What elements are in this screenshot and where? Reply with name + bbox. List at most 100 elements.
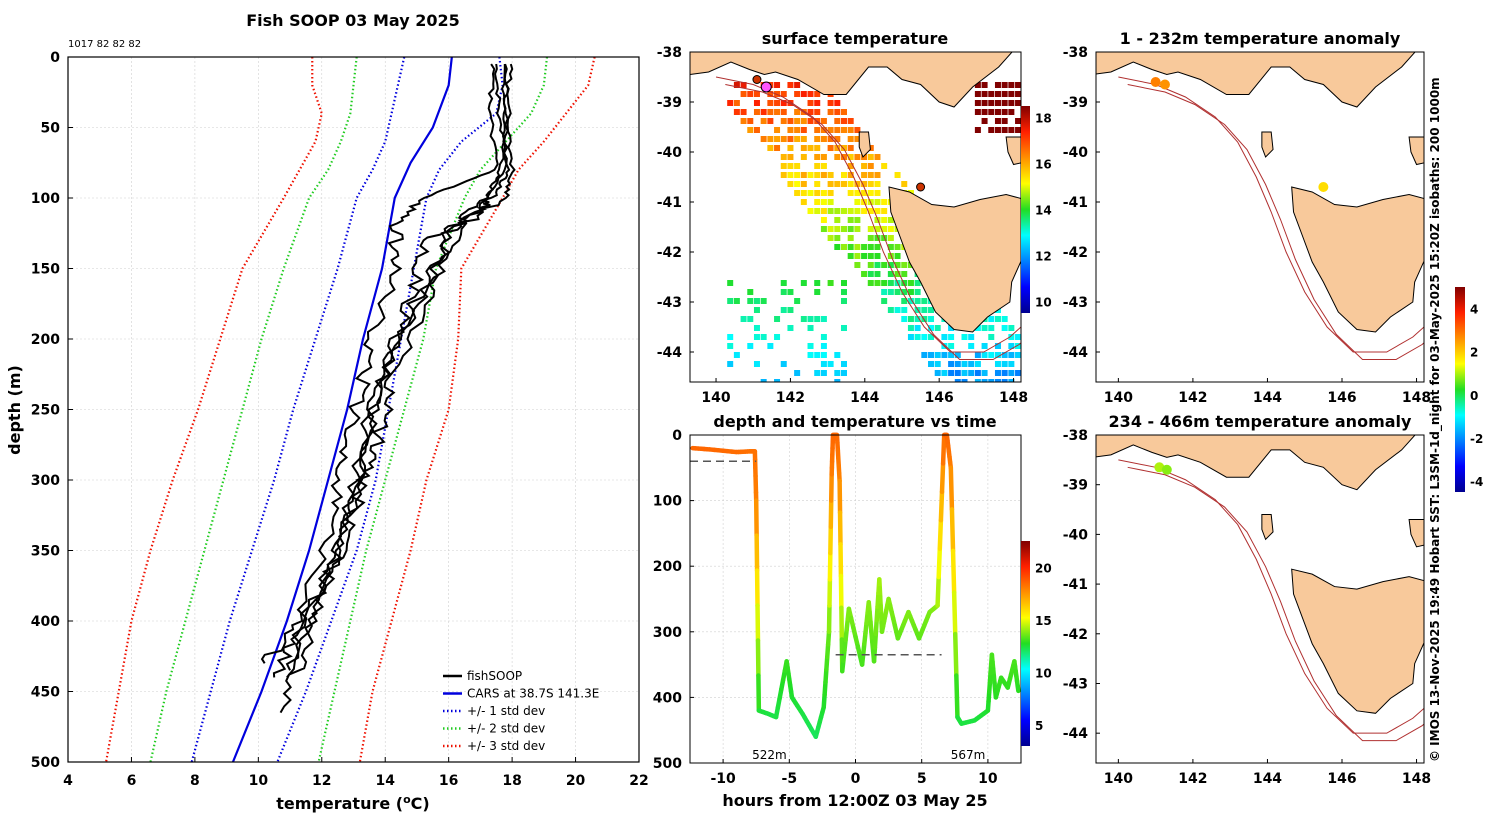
time-grid [690, 435, 1021, 763]
sst-pixel [808, 145, 814, 151]
sst-pixel [828, 280, 834, 286]
profile-ylabel: depth (m) [5, 365, 24, 455]
sst-marker [917, 183, 925, 191]
time-track-segment [941, 492, 942, 520]
sst-pixel [868, 172, 874, 178]
sst-pixel [854, 217, 860, 223]
sst-pixel [915, 298, 921, 304]
sst-pixel [767, 343, 773, 349]
anomaly-upper-tasmania [1292, 187, 1428, 332]
sst-pixel [941, 352, 947, 358]
sst-pixel [868, 235, 874, 241]
anomaly-upper-y-tick-label: -39 [1063, 95, 1088, 111]
sst-pixel [1015, 352, 1021, 358]
sst-pixel [741, 91, 747, 97]
sst-pixel [848, 127, 854, 133]
sst-pixel [821, 334, 827, 340]
sst-pixel [808, 172, 814, 178]
time-annotation-left: 522m [752, 748, 787, 762]
profile-x-tick-label: 6 [127, 773, 137, 789]
sst-pixel [828, 181, 834, 187]
sst-pixel [1002, 361, 1008, 367]
sst-pixel [1002, 100, 1008, 106]
sst-pixel [787, 181, 793, 187]
sst-pixel [874, 181, 880, 187]
anomaly-upper-y-ticks: -38-39-40-41-42-43-44 [1063, 45, 1100, 361]
anomaly-upper-y-tick-label: -40 [1063, 145, 1089, 161]
anomaly-upper-x-tick-label: 140 [1104, 390, 1133, 406]
time-track-segment [938, 577, 939, 605]
profile-title: Fish SOOP 03 May 2025 [246, 11, 460, 30]
sst-pixel [794, 136, 800, 142]
sst-pixel [988, 316, 994, 322]
sst-pixel [727, 343, 733, 349]
sst-pixel [734, 100, 740, 106]
sst-pixel [982, 109, 988, 115]
sst-pixel [848, 118, 854, 124]
sst-pixel [1002, 325, 1008, 331]
sst-pixel [787, 118, 793, 124]
sst-pixel [948, 370, 954, 376]
time-track-segment [939, 549, 940, 577]
sst-pixel [1002, 370, 1008, 376]
sst-x-tick-label: 146 [925, 390, 954, 406]
time-track-segment [953, 551, 954, 593]
credit-text: © IMOS 13-Nov-2025 19:49 Hobart SST: L3S… [1428, 77, 1443, 762]
sst-pixel [828, 100, 834, 106]
sst-pixel [982, 370, 988, 376]
sst-pixel [794, 370, 800, 376]
profile-fish-line [274, 64, 511, 677]
anomaly-lower-tasmania [1292, 569, 1428, 713]
profile-y-tick-label: 100 [31, 191, 60, 207]
sst-pixel [834, 352, 840, 358]
sst-pixel [928, 316, 934, 322]
sst-pixel [727, 100, 733, 106]
time-y-tick-label: 400 [653, 690, 682, 706]
time-title: depth and temperature vs time [713, 412, 996, 431]
sst-pixel [935, 361, 941, 367]
sst-pixel [828, 190, 834, 196]
sst-pixel [901, 316, 907, 322]
sst-pixel [781, 163, 787, 169]
sst-pixel [754, 127, 760, 133]
sst-pixel [808, 190, 814, 196]
sst-pixel [968, 370, 974, 376]
time-x-tick-label: -5 [782, 771, 798, 787]
anomaly-lower-title: 234 - 466m temperature anomaly [1109, 412, 1412, 431]
sst-pixel [928, 361, 934, 367]
sst-pixel [841, 145, 847, 151]
sst-pixel [948, 343, 954, 349]
sst-pixel [774, 334, 780, 340]
profile-xlabel: temperature (oC) [276, 793, 429, 814]
profile-y-tick-label: 400 [31, 614, 60, 630]
sst-pixel [895, 307, 901, 313]
sst-pixel [727, 298, 733, 304]
time-track-segment [952, 509, 953, 551]
sst-pixel [801, 127, 807, 133]
anomaly-upper-y-tick-label: -43 [1063, 295, 1088, 311]
sst-pixel [868, 226, 874, 232]
sst-pixel [814, 316, 820, 322]
sst-pixel [968, 334, 974, 340]
sst-pixel [754, 298, 760, 304]
time-colorbar-label: 10 [1035, 666, 1052, 680]
sst-pixel [801, 172, 807, 178]
anomaly-upper-y-tick-label: -42 [1063, 245, 1088, 261]
sst-pixel [841, 280, 847, 286]
sst-pixel [834, 100, 840, 106]
sst-pixel [868, 280, 874, 286]
sst-pixel [861, 244, 867, 250]
time-track-segment [940, 520, 941, 548]
sst-pixel [935, 325, 941, 331]
sst-pixel [781, 307, 787, 313]
sst-pixel [761, 298, 767, 304]
sst-pixel [908, 316, 914, 322]
sst-pixel [814, 199, 820, 205]
sst-pixel [1008, 100, 1014, 106]
sst-pixel [1008, 352, 1014, 358]
sst-pixel [787, 307, 793, 313]
sst-pixel [895, 172, 901, 178]
sst-pixel [808, 91, 814, 97]
sst-pixel [961, 334, 967, 340]
